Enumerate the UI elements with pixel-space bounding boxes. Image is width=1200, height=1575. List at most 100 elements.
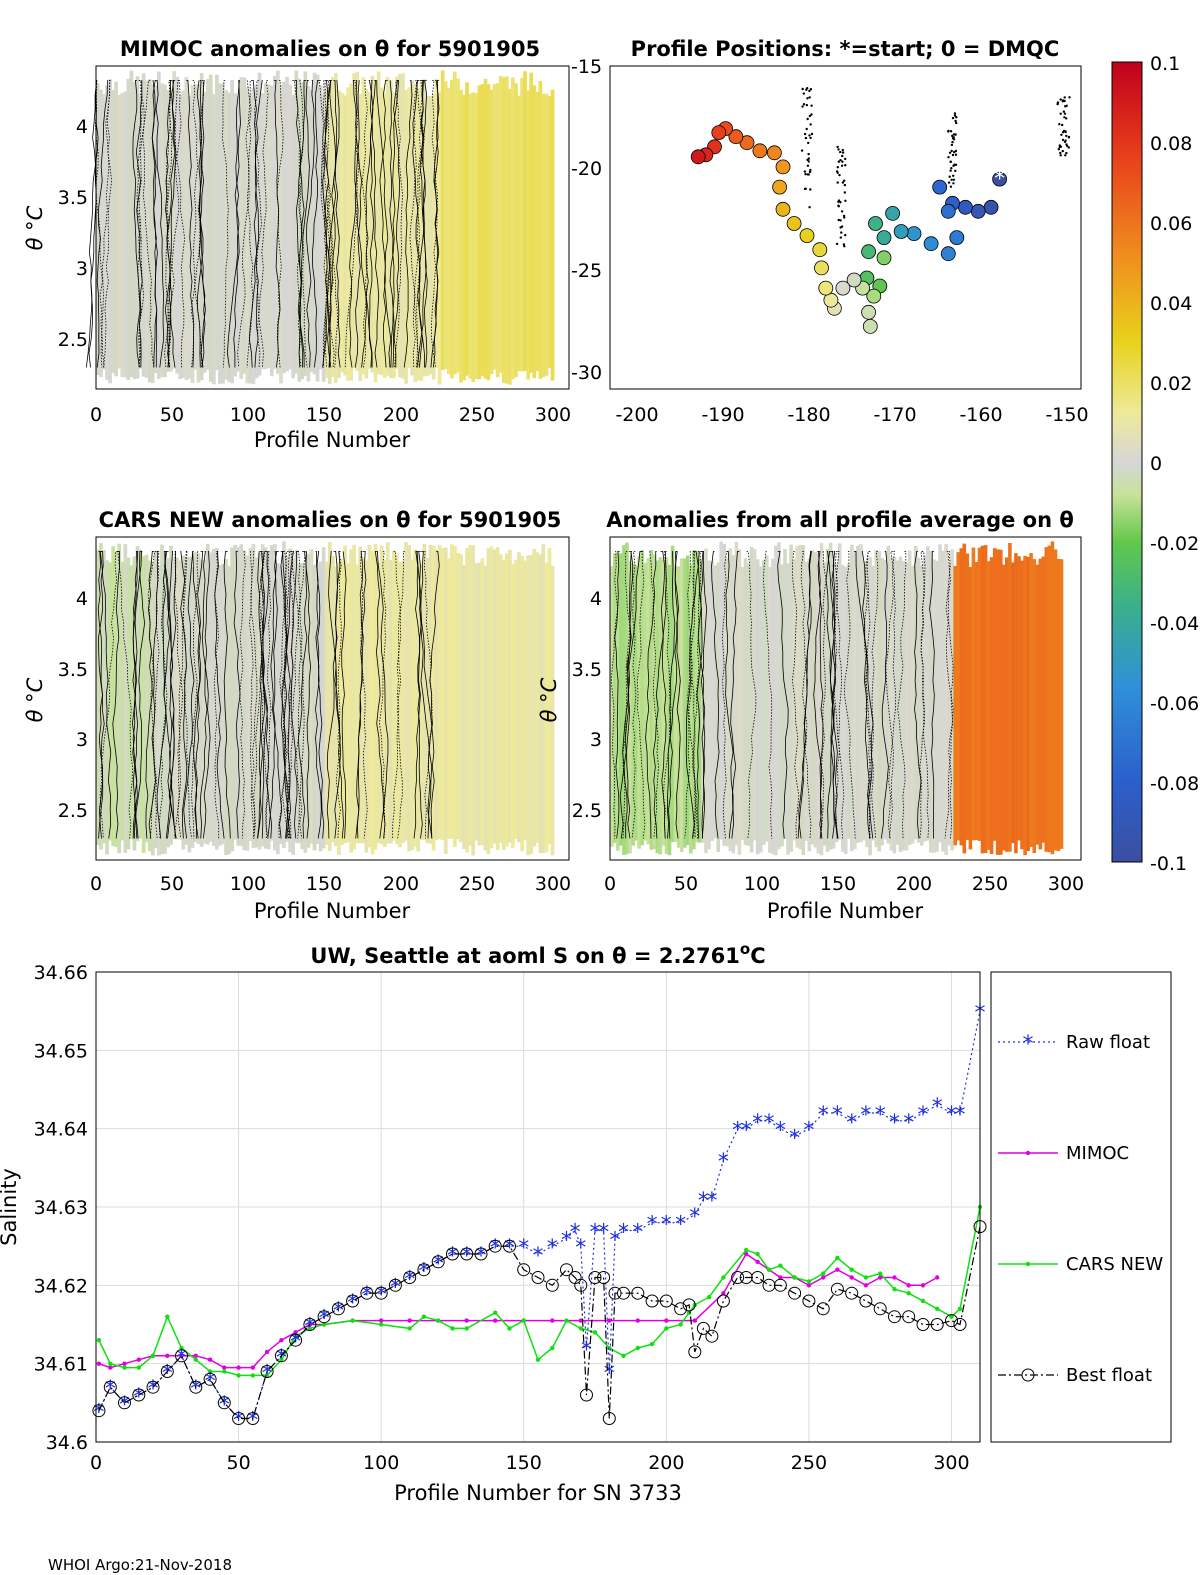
data-point [493,1318,498,1323]
heatmap-cell [114,81,118,377]
track-point [775,201,791,217]
heatmap-cell [221,563,225,845]
data-point [916,1318,930,1331]
data-point [731,1271,745,1284]
contour-line [394,80,404,368]
x-tick: 100 [744,873,780,895]
data-point [474,1247,488,1261]
heatmap-cell [986,561,991,850]
legend-marker [1025,1261,1031,1267]
reference-point [809,88,813,91]
track-point [814,260,829,276]
reference-point [1067,136,1071,139]
data-point [645,1294,659,1308]
reference-point [836,181,839,184]
contour-line [392,551,401,839]
reference-point [954,153,958,156]
data-point: * [148,1377,159,1402]
reference-point [805,88,808,91]
reference-point [806,164,810,167]
data-point: * [490,1236,501,1261]
colorbar-tick: 0.06 [1150,213,1192,235]
reference-point [1059,98,1062,101]
contour-line [131,551,138,839]
contour-line [421,80,428,368]
reference-point [1063,112,1067,115]
heatmap-cell [440,548,445,841]
heatmap-cell [349,83,353,381]
heatmap-cell [783,549,787,839]
data-point: * [162,1362,173,1387]
data-point [659,1294,673,1308]
start-marker: * [994,167,1005,192]
data-point [635,1345,640,1351]
contour-line [725,551,734,839]
reference-point [808,96,811,99]
heatmap-cell [465,82,469,376]
panel-allavg-ylabel: θ °C [537,677,561,722]
contour-line [403,80,413,368]
track-point [835,280,851,296]
heatmap-cell [517,95,521,372]
heatmap-cell [1041,556,1046,843]
heatmap-cell [108,562,112,841]
heatmap-cell [178,95,183,380]
reference-point [840,164,844,167]
heatmap-cell [306,553,311,848]
contour-line [298,80,308,368]
heatmap-cell [523,71,527,371]
reference-point [840,225,844,228]
heatmap-cell [367,544,372,848]
reference-point [954,169,957,173]
reference-point [844,164,847,167]
heatmap-cell [199,73,204,381]
heatmap-cell [147,560,152,852]
contour-line [946,551,954,839]
reference-point [839,219,842,222]
heatmap-cell [303,71,308,376]
data-point [878,1275,883,1280]
x-tick: 250 [459,873,495,895]
data-point [289,1333,303,1347]
heatmap-cell [889,557,894,851]
heatmap-cell [120,561,125,841]
panel-allavg-xlabel: Profile Number [767,899,924,923]
reference-point [808,89,811,93]
panel-salinity-axes-box [95,971,981,1443]
heatmap-cell [489,546,494,849]
heatmap-cell [471,545,475,856]
track-point [786,216,802,231]
colorbar-tick: -0.02 [1150,533,1199,555]
heatmap-cell [489,89,494,375]
heatmap-cell [346,87,350,381]
data-point [207,1357,213,1362]
heatmap-cell [102,550,106,844]
heatmap-cell [297,78,302,382]
y-tick: 34.62 [34,1275,88,1297]
heatmap-cell [96,549,100,845]
heatmap-cell [340,92,344,373]
heatmap-cell [193,552,198,842]
contour-line [239,551,246,839]
contour-line [254,80,263,368]
contour-line [697,551,706,839]
data-point: * [290,1330,301,1355]
data-point [906,1283,911,1288]
reference-point [1059,112,1062,115]
heatmap-cell [315,74,320,382]
contour-line [813,551,823,839]
data-point [564,1318,569,1323]
contour-line [196,80,206,368]
reference-point [843,191,846,194]
heatmap-cell [953,566,957,846]
reference-point [953,163,956,166]
heatmap-cell [187,96,192,379]
contour-line [164,80,176,368]
contour-line [297,551,308,839]
data-point: * [860,1103,871,1128]
contour-line [257,80,269,368]
panel-mimoc-plot [85,70,555,385]
data-point [588,1271,602,1284]
reference-point [947,130,950,133]
track-point [876,230,892,246]
